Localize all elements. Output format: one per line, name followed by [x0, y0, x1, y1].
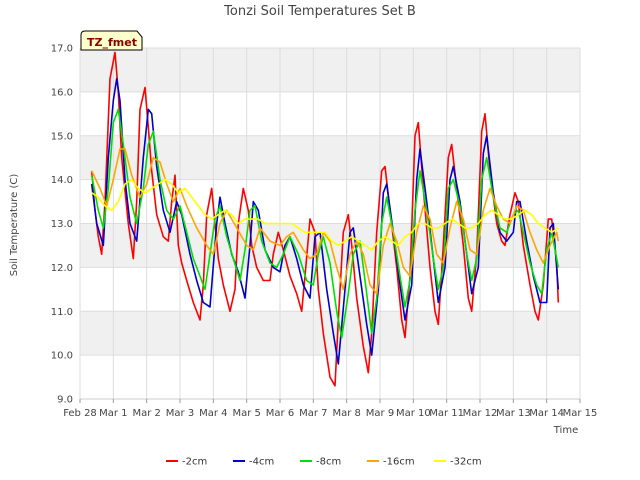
y-tick-label: 15.0 — [51, 131, 73, 142]
x-tick-label: Feb 28 — [63, 408, 97, 419]
y-tick-label: 12.0 — [51, 263, 73, 274]
y-axis-ticks: 9.0 10.0 11.0 12.0 13.0 14.0 15.0 16.0 17.0 — [51, 44, 73, 406]
x-tick-label: Mar 1 — [99, 408, 127, 419]
chart-title: Tonzi Soil Temperatures Set B — [223, 4, 416, 19]
series-line-4cm — [90, 77, 560, 365]
series-line-2cm — [90, 51, 560, 387]
legend-label: -32cm — [450, 457, 482, 468]
x-tick-label: Mar 4 — [199, 408, 227, 419]
y-tick-label: 9.0 — [57, 395, 73, 406]
y-tick-label: 13.0 — [51, 219, 73, 230]
legend-label: -8cm — [316, 457, 341, 468]
y-tick-label: 16.0 — [51, 87, 73, 98]
x-tick-label: Mar 7 — [299, 408, 327, 419]
x-tick-label: Mar 11 — [429, 408, 464, 419]
y-tick-label: 11.0 — [51, 307, 73, 318]
x-tick-label: Mar 8 — [332, 408, 360, 419]
x-tick-label: Mar 3 — [166, 408, 194, 419]
series-line-8cm — [90, 108, 560, 339]
x-tick-label: Mar 9 — [366, 408, 394, 419]
plot-band — [80, 48, 580, 92]
series-line-16cm — [90, 148, 560, 295]
x-axis-ticks: Feb 28 Mar 1 Mar 2 Mar 3 Mar 4 Mar 5 Mar 6 Mar … — [63, 399, 597, 419]
x-tick-label: Mar 12 — [463, 408, 498, 419]
legend-label: -4cm — [249, 457, 274, 468]
x-tick-label: Mar 2 — [132, 408, 160, 419]
plot-band — [80, 311, 580, 356]
series-lines — [90, 51, 560, 387]
y-tick-label: 17.0 — [51, 44, 73, 55]
y-tick-label: 14.0 — [51, 175, 73, 186]
x-axis-label: Time — [553, 425, 578, 436]
x-tick-label: Mar 13 — [496, 408, 531, 419]
legend-label: -16cm — [383, 457, 415, 468]
legend: -2cm -4cm -8cm -16cm -32cm — [166, 457, 482, 468]
x-tick-label: Mar 5 — [232, 408, 260, 419]
legend-label: -2cm — [182, 457, 207, 468]
y-tick-label: 10.0 — [51, 351, 73, 362]
series-line-32cm — [91, 178, 559, 251]
y-axis-label: Soil Temperature (C) — [9, 174, 20, 277]
tag-label: TZ_fmet — [87, 36, 137, 49]
x-tick-label: Mar 10 — [396, 408, 431, 419]
x-tick-label: Mar 6 — [266, 408, 294, 419]
tag-box: TZ_fmet — [80, 30, 143, 51]
x-tick-label: Mar 15 — [563, 408, 598, 419]
x-tick-label: Mar 14 — [529, 408, 564, 419]
